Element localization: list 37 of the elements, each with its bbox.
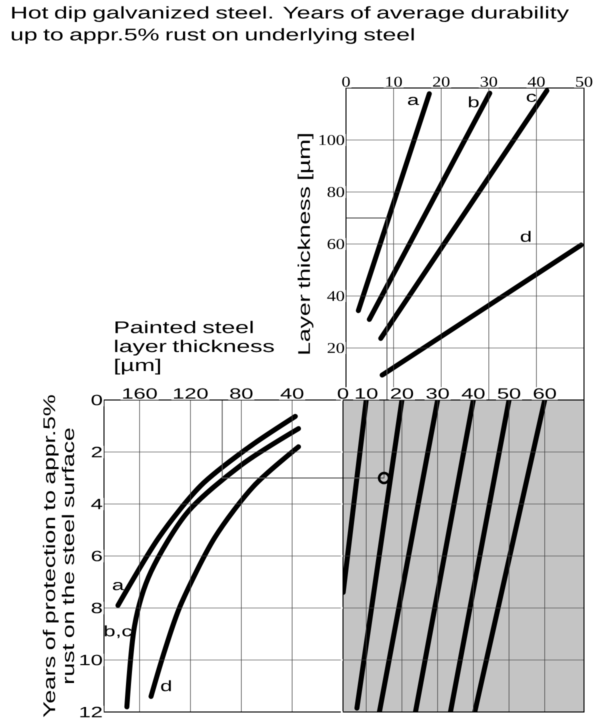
- y-tick-label: 80: [328, 186, 344, 198]
- y-tick-label: 4: [91, 498, 102, 510]
- x-tick-label: 60: [534, 388, 556, 399]
- x-tick-label: 80: [230, 388, 252, 399]
- series-label: b,c: [104, 625, 132, 638]
- x-tick-label: 120: [174, 388, 208, 399]
- y-tick-label: 2: [92, 446, 102, 458]
- x-tick-label: 20: [390, 388, 414, 399]
- x-tick-label: 40: [528, 76, 545, 87]
- y-tick-label: 12: [80, 706, 102, 718]
- y-tick-label: 6: [92, 550, 102, 562]
- y-tick-label: 100: [319, 134, 344, 146]
- x-tick-label: 40: [462, 388, 485, 399]
- y-tick-label: 10: [80, 654, 102, 666]
- y-tick-label: 20: [328, 342, 344, 354]
- x-tick-label: 50: [498, 388, 520, 399]
- x-tick-label: 30: [426, 388, 449, 399]
- series-label: c: [526, 94, 536, 102]
- x-tick-label: 30: [480, 76, 498, 87]
- chart-title: Hot dip galvanized steel. Years of average durability up to appr.5% rust on underlying steel: [12, 6, 569, 44]
- series-label: d: [161, 680, 171, 692]
- x-axis-title: Painted steel layer thickness [µm]: [115, 320, 274, 374]
- series-label: a: [408, 96, 420, 106]
- series-label: b: [468, 96, 479, 108]
- y-axis-title: Layer thickness [µm]: [298, 134, 314, 354]
- x-tick-label: 40: [280, 388, 304, 399]
- y-axis-title: Years of protection to appr.5% rust on the steel surface: [42, 395, 74, 718]
- y-tick-label: 8: [92, 602, 102, 614]
- x-tick-label: 10: [386, 76, 402, 87]
- text: d: [520, 230, 531, 242]
- x-tick-label: 10: [356, 388, 378, 399]
- x-tick-label: 50: [576, 76, 592, 87]
- y-tick-label: 60: [328, 238, 344, 250]
- series-label: a: [112, 582, 124, 590]
- x-tick-label: 160: [123, 388, 157, 399]
- y-tick-label: 40: [327, 290, 344, 302]
- x-tick-label: 20: [433, 76, 450, 87]
